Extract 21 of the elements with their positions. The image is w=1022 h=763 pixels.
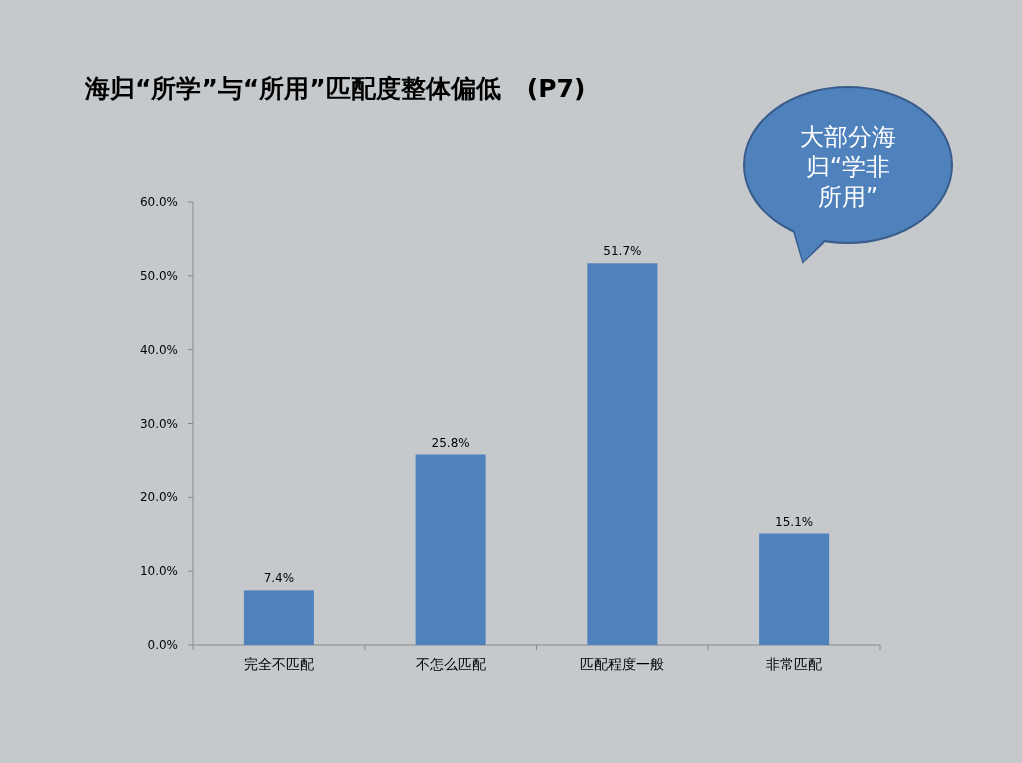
y-tick-label: 30.0% bbox=[139, 416, 178, 431]
x-tick-label: 匹配程度一般 bbox=[580, 656, 665, 672]
chart-title: 海归“所学”与“所用”匹配度整体偏低 (P7) bbox=[84, 74, 586, 103]
annotation: 大部分海归“学非所用” bbox=[800, 123, 896, 211]
x-tick-label: 完全不匹配 bbox=[243, 656, 314, 672]
x-tick-label: 非常匹配 bbox=[766, 656, 823, 672]
y-tick-label: 60.0% bbox=[139, 195, 178, 209]
data-label: 7.4% bbox=[263, 571, 295, 586]
y-tick-label: 40.0% bbox=[139, 342, 178, 357]
bar bbox=[587, 263, 658, 645]
y-tick-label: 50.0% bbox=[139, 268, 178, 283]
data-label: 25.8% bbox=[431, 435, 470, 450]
bar bbox=[415, 454, 486, 645]
bar bbox=[243, 590, 314, 645]
y-tick-label: 10.0% bbox=[139, 564, 178, 579]
y-tick-label: 0.0% bbox=[147, 638, 178, 652]
x-tick-label: 不怎么匹配 bbox=[415, 656, 486, 672]
data-label: 15.1% bbox=[775, 514, 814, 529]
y-tick-label: 20.0% bbox=[139, 490, 178, 505]
bar bbox=[759, 533, 830, 645]
data-label: 51.7% bbox=[603, 244, 642, 259]
